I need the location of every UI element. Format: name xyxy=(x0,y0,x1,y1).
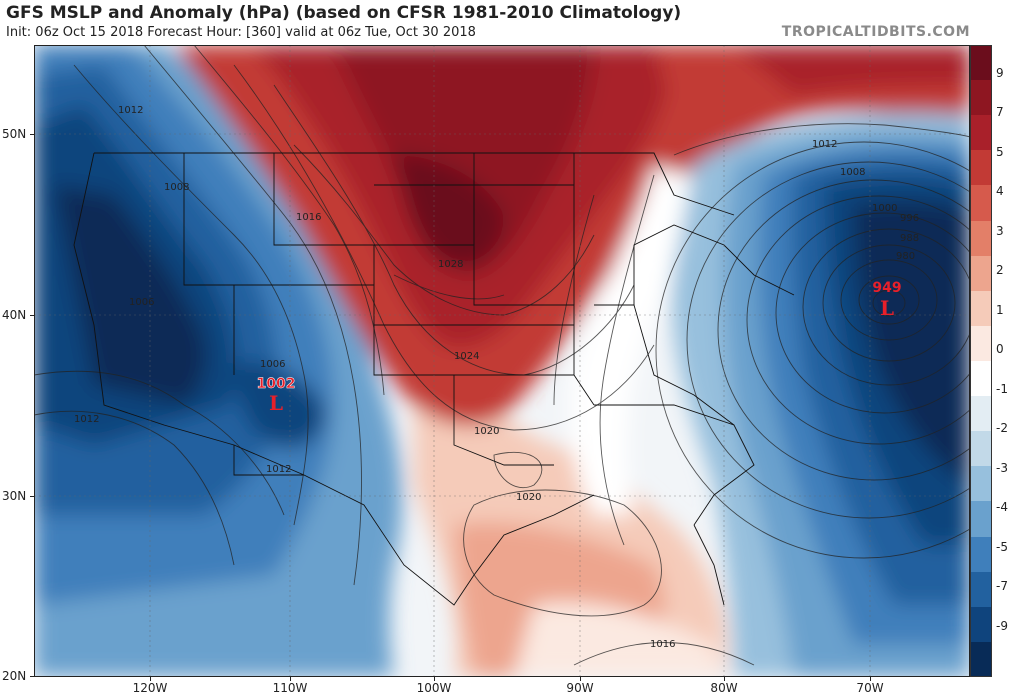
contour-label: 1006 xyxy=(260,359,285,370)
colorbar-segment xyxy=(970,606,992,643)
colorbar-segment xyxy=(970,290,992,327)
lon-label: 70W xyxy=(856,681,884,695)
contour-label: 1020 xyxy=(474,426,499,437)
contour-label: 1024 xyxy=(454,351,479,362)
colorbar xyxy=(970,45,992,678)
low-value-label: 949 xyxy=(872,280,901,296)
colorbar-segment xyxy=(970,220,992,257)
colorbar-tick-label: 3 xyxy=(996,223,1004,238)
contour-label: 988 xyxy=(900,233,919,244)
contour-label: 980 xyxy=(896,251,915,262)
colorbar-segment xyxy=(970,536,992,573)
lon-tick xyxy=(290,677,291,681)
colorbar-segment xyxy=(970,45,992,81)
colorbar-tick-label: 9 xyxy=(996,65,1004,80)
colorbar-tick-label: 0 xyxy=(996,342,1004,357)
lat-label: 20N xyxy=(2,669,27,683)
colorbar-tick-label: 7 xyxy=(996,105,1004,120)
lon-label: 120W xyxy=(132,681,168,695)
colorbar-tick-label: -2 xyxy=(996,421,1008,436)
colorbar-segment xyxy=(970,431,992,467)
contour-label: 1012 xyxy=(74,414,99,425)
colorbar-tick-label: -9 xyxy=(996,618,1008,633)
map-frame xyxy=(34,45,970,677)
colorbar-tick-label: -5 xyxy=(996,539,1008,554)
colorbar-segment xyxy=(970,571,992,608)
contour-label: 1016 xyxy=(296,212,321,223)
low-value-label: 1002 xyxy=(257,376,296,392)
brand-logo-text: TROPICALTIDBITS.COM xyxy=(781,24,970,40)
colorbar-segment xyxy=(970,80,992,116)
isobar-lines xyxy=(34,45,970,666)
lat-label: 40N xyxy=(2,308,27,322)
contour-label: 1016 xyxy=(650,639,675,650)
colorbar-tick-label: -3 xyxy=(996,460,1008,475)
colorbar-tick-label: -7 xyxy=(996,579,1008,594)
lat-tick xyxy=(30,134,34,135)
lon-tick xyxy=(724,677,725,681)
contour-labels: 1012 1008 1016 1028 1024 1020 1020 1016 … xyxy=(74,105,919,650)
colorbar-segment xyxy=(970,150,992,186)
colorbar-segment xyxy=(970,396,992,432)
contour-label: 1028 xyxy=(438,259,463,270)
colorbar-tick-label: -4 xyxy=(996,500,1008,515)
colorbar-segment xyxy=(970,325,992,362)
contour-label: 1008 xyxy=(164,182,189,193)
lat-tick xyxy=(30,676,34,677)
colorbar-tick-label: 4 xyxy=(996,184,1004,199)
contour-label: 1020 xyxy=(516,492,541,503)
contour-label: 1012 xyxy=(118,105,143,116)
contour-label: 1012 xyxy=(812,139,837,150)
lat-tick xyxy=(30,496,34,497)
lon-label: 80W xyxy=(710,681,738,695)
colorbar-segment xyxy=(970,115,992,151)
contour-label: 1006 xyxy=(129,297,154,308)
mslp-anomaly-map: 1012 1008 1016 1028 1024 1020 1020 1016 … xyxy=(34,45,970,677)
lon-label: 90W xyxy=(566,681,594,695)
colorbar-tick-label: -1 xyxy=(996,381,1008,396)
lat-tick xyxy=(30,315,34,316)
colorbar-segment xyxy=(970,501,992,538)
lat-lon-grid xyxy=(34,45,970,677)
political-borders xyxy=(73,152,795,606)
colorbar-segment xyxy=(970,361,992,397)
colorbar-tick-label: 1 xyxy=(996,302,1004,317)
contour-label: 1012 xyxy=(266,464,291,475)
low-symbol: L xyxy=(269,391,283,415)
colorbar-tick-label: 2 xyxy=(996,263,1004,278)
contour-label: 1008 xyxy=(840,167,865,178)
chart-subtitle: Init: 06z Oct 15 2018 Forecast Hour: [36… xyxy=(6,25,476,40)
lon-label: 110W xyxy=(272,681,308,695)
lon-tick xyxy=(870,677,871,681)
pressure-lows: 1002 L 949 L xyxy=(256,280,901,415)
lon-tick xyxy=(580,677,581,681)
colorbar-segment xyxy=(970,255,992,292)
colorbar-segment xyxy=(970,641,992,678)
lon-tick xyxy=(434,677,435,681)
lon-label: 100W xyxy=(416,681,452,695)
low-symbol: L xyxy=(880,296,894,320)
contour-label: 996 xyxy=(900,213,919,224)
chart-title: GFS MSLP and Anomaly (hPa) (based on CFS… xyxy=(6,3,682,23)
lon-tick xyxy=(150,677,151,681)
colorbar-border xyxy=(970,45,992,677)
lat-label: 50N xyxy=(2,127,27,141)
colorbar-segment xyxy=(970,185,992,222)
colorbar-segment xyxy=(970,466,992,502)
contour-label: 1000 xyxy=(872,203,897,214)
colorbar-tick-label: 5 xyxy=(996,144,1004,159)
lat-label: 30N xyxy=(2,489,27,503)
